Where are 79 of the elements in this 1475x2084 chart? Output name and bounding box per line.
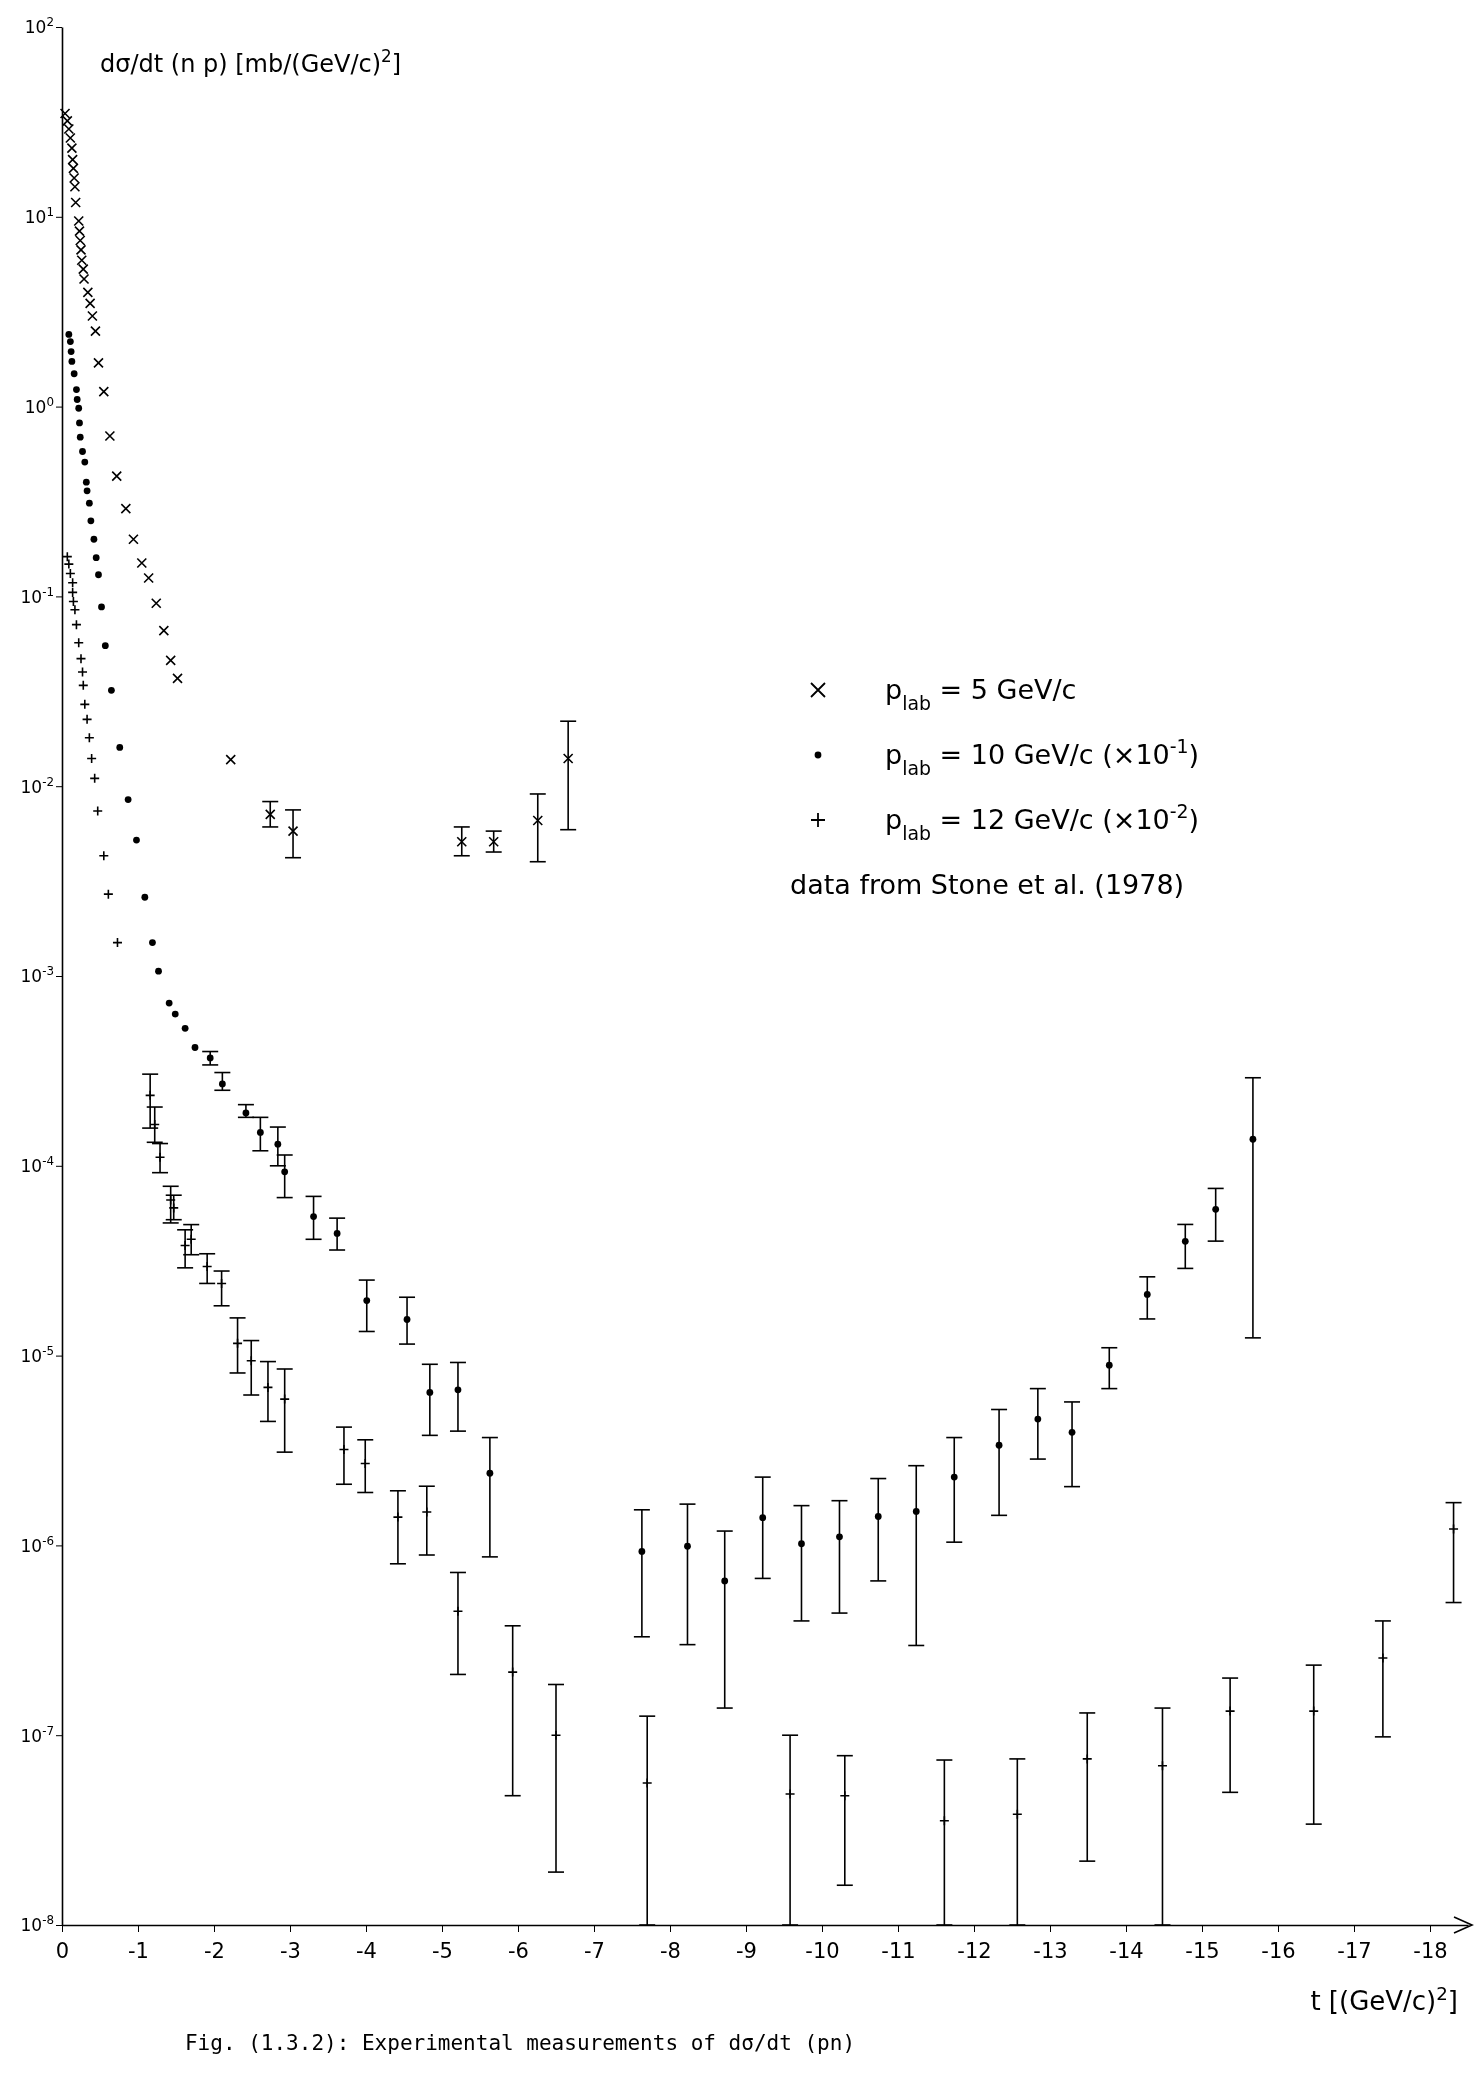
legend-label: p$_{lab}$ = 12 GeV/c (×10$^{-2}$) — [885, 800, 1200, 845]
point — [488, 836, 499, 847]
point — [87, 310, 98, 322]
text: Fig. (1.3.2): Experimental measurements of dσ/dt (pn) — [184, 2031, 856, 2055]
point — [84, 298, 96, 309]
point — [65, 132, 76, 144]
legend-label: p$_{lab}$ = 10 GeV/c (×10$^{-1}$) — [885, 735, 1200, 780]
y-tick-label: 10$^{1}$ — [24, 205, 54, 228]
point — [456, 836, 468, 847]
point — [143, 572, 154, 584]
x-tick-label: -2 — [204, 1939, 225, 1964]
legend-label: p$_{lab}$ = 5 GeV/c — [885, 674, 1077, 715]
x-tick-label: 0 — [55, 1939, 70, 1964]
point — [532, 815, 544, 826]
point — [69, 181, 81, 193]
x-tick-label: -18 — [1413, 1939, 1448, 1964]
y-tick-label: 10$^{-2}$ — [20, 774, 54, 797]
x-tick-label: -5 — [432, 1939, 453, 1964]
point — [66, 142, 78, 154]
point — [82, 287, 94, 298]
x-tick-label: -15 — [1185, 1939, 1220, 1964]
point — [68, 172, 80, 184]
y-tick-label: 10$^{0}$ — [24, 395, 54, 418]
point — [59, 108, 71, 119]
x-axis-title: t [(GeV/c)$^{2}$] — [1310, 1982, 1458, 2016]
annotation: data from Stone et al. (1978) — [790, 869, 1185, 901]
point — [74, 235, 86, 246]
x-tick-label: -4 — [356, 1939, 377, 1964]
point — [76, 254, 88, 266]
point — [104, 430, 116, 442]
point — [73, 637, 85, 649]
y-tick-label: 10$^{-7}$ — [20, 1723, 54, 1746]
x-tick-label: -8 — [660, 1939, 681, 1964]
point — [264, 809, 276, 820]
y-axis-title: dσ/dt (n p) [mb/(GeV/c)$^{2}$] — [100, 46, 402, 78]
x-tick-label: -6 — [508, 1939, 529, 1964]
y-tick-label: 10$^{-6}$ — [20, 1533, 54, 1556]
point — [165, 655, 176, 666]
x-tick-label: -12 — [957, 1939, 992, 1964]
point — [67, 154, 78, 165]
point — [172, 673, 183, 684]
point — [120, 503, 132, 514]
x-tick-label: -3 — [280, 1939, 301, 1964]
y-tick-label: 10$^{2}$ — [24, 15, 54, 38]
y-tick-label: 10$^{-4}$ — [20, 1154, 54, 1177]
x-tick-label: -13 — [1033, 1939, 1068, 1964]
x-tick-label: -16 — [1261, 1939, 1296, 1964]
point — [73, 215, 85, 227]
x-tick-label: -7 — [584, 1939, 605, 1964]
point — [225, 754, 237, 765]
point — [136, 557, 148, 569]
point — [562, 753, 574, 764]
point — [75, 244, 87, 256]
point — [150, 597, 162, 609]
x-tick-label: -14 — [1109, 1939, 1144, 1964]
point — [90, 325, 101, 337]
y-tick-label: 10$^{-8}$ — [20, 1913, 54, 1936]
x-tick-label: -11 — [881, 1939, 916, 1964]
y-tick-label: 10$^{-5}$ — [20, 1344, 54, 1367]
point — [92, 805, 104, 817]
point — [128, 533, 139, 545]
point — [68, 163, 79, 174]
x-tick-label: -9 — [736, 1939, 757, 1964]
point — [74, 225, 85, 237]
point — [98, 386, 110, 397]
point — [63, 123, 75, 135]
point — [62, 115, 73, 127]
x-tick-label: -10 — [805, 1939, 840, 1964]
point — [287, 825, 299, 837]
point — [158, 625, 170, 636]
point — [77, 263, 89, 275]
x-tick-label: -1 — [128, 1939, 149, 1964]
point — [78, 273, 90, 285]
y-tick-label: 10$^{-3}$ — [20, 964, 54, 987]
point — [70, 197, 81, 208]
y-tick-label: 10$^{-1}$ — [20, 584, 54, 607]
point — [93, 357, 104, 369]
x-tick-label: -17 — [1337, 1939, 1372, 1964]
point — [111, 470, 123, 482]
